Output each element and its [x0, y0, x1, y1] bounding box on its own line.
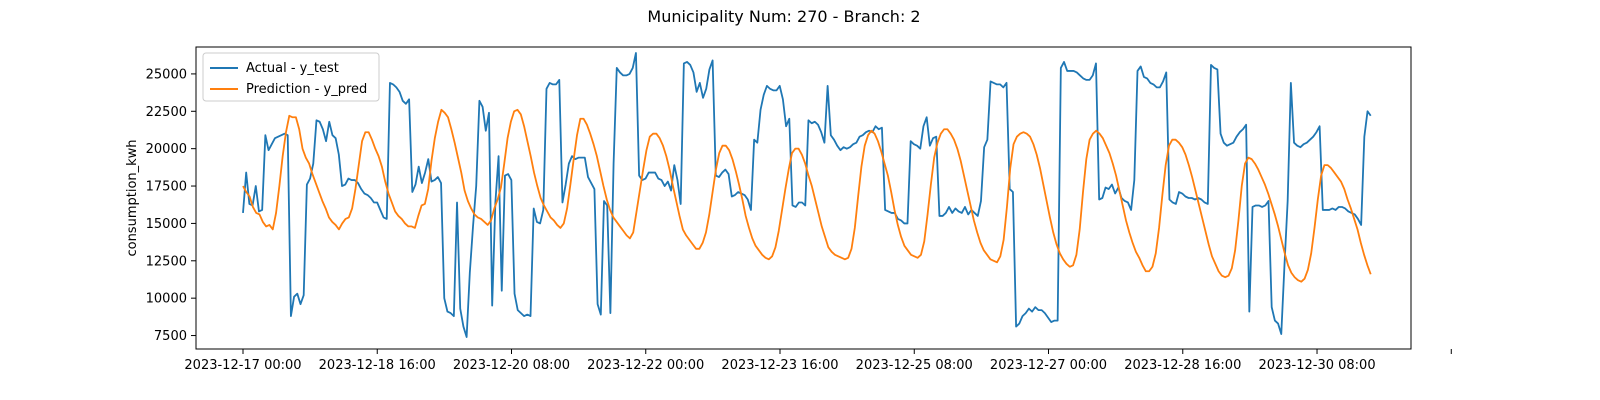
- x-tick-label: 2023-12-27 00:00: [990, 358, 1107, 373]
- plot-area: 2023-12-17 00:00 2023-12-18 16:00 2023-12-…: [146, 46, 1452, 373]
- legend-box: [202, 52, 380, 102]
- y-tick-label: 17500: [146, 180, 187, 195]
- x-tick-label: 2023-12-25 08:00: [856, 358, 973, 373]
- x-tick-label: 2023-12-23 16:00: [721, 358, 838, 373]
- y-tick-label: 12500: [146, 254, 187, 269]
- y-axis-label: consumption_kwh: [125, 139, 140, 256]
- x-tick-label: 2023-12-17 00:00: [184, 358, 301, 373]
- series-line-actual: [242, 52, 1372, 338]
- y-tick-label: 22500: [146, 105, 187, 120]
- y-tick-label: 15000: [146, 217, 187, 232]
- x-tick-label: 2023-12-18 16:00: [319, 358, 436, 373]
- y-tick-label: 25000: [146, 67, 187, 82]
- x-tick-label: 2023-12-20 08:00: [453, 358, 570, 373]
- x-tick-label: 2023-12-28 16:00: [1124, 358, 1241, 373]
- legend: Actual - y_test Prediction - y_pred: [202, 52, 380, 102]
- series-line-prediction: [242, 108, 1372, 283]
- plot-frame: [195, 46, 1412, 350]
- x-tick-label: 2023-12-22 00:00: [587, 358, 704, 373]
- legend-label-prediction: Prediction - y_pred: [246, 82, 367, 97]
- legend-label-actual: Actual - y_test: [246, 61, 339, 76]
- x-tick-label: 2023-12-30 08:00: [1258, 358, 1375, 373]
- y-tick-label: 20000: [146, 142, 187, 157]
- chart-title: Municipality Num: 270 - Branch: 2: [647, 7, 920, 26]
- y-tick-label: 10000: [146, 292, 187, 307]
- y-tick-label: 7500: [154, 329, 187, 344]
